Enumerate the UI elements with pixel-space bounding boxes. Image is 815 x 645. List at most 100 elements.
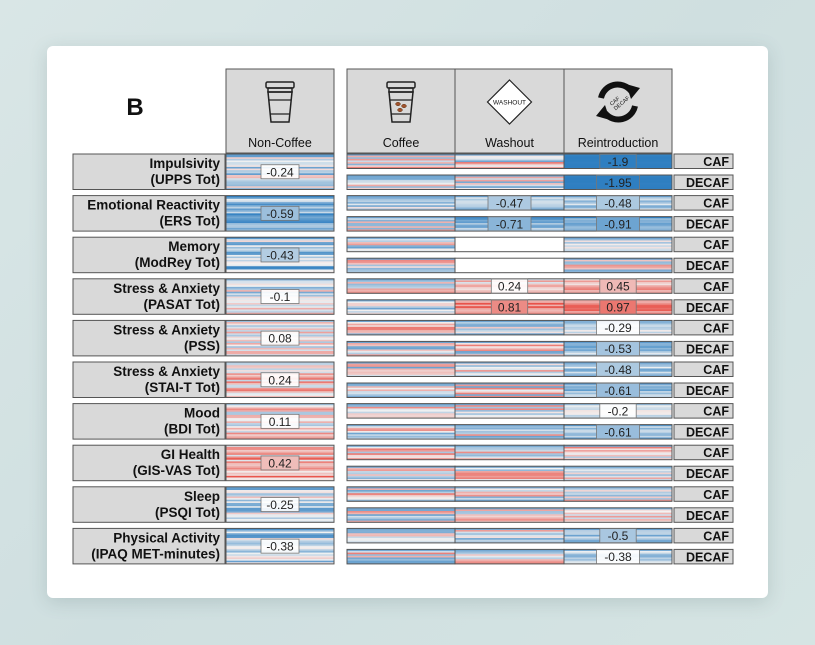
reintro-value: -0.61 <box>604 384 632 398</box>
stripe <box>347 261 455 264</box>
stripe <box>455 343 564 345</box>
stripe <box>226 226 334 229</box>
condition-label: DECAF <box>686 384 729 398</box>
measure-block: Mood(BDI Tot) 0.11 -0.2 CAF -0.61 DECAF <box>72 403 734 440</box>
stripe <box>226 395 334 398</box>
stripe <box>455 371 564 374</box>
reintro-value-box <box>596 216 640 232</box>
stripe <box>347 263 455 265</box>
washout-cell-decaf <box>454 382 565 398</box>
noncoffee-value: -0.38 <box>266 540 294 554</box>
noncoffee-cell: 0.42 <box>225 444 335 482</box>
coffee-cell-decaf <box>346 424 456 440</box>
stripe <box>564 519 672 521</box>
stripe <box>226 223 334 225</box>
stripe <box>564 242 672 244</box>
stripe <box>226 242 334 244</box>
column-header-coffee: Coffee <box>346 68 456 154</box>
noncoffee-value: 0.11 <box>269 415 292 429</box>
stripe <box>347 552 455 555</box>
stripe <box>455 507 564 510</box>
measure-label-instrument: (PASAT Tot) <box>144 297 220 312</box>
reintro-cell-decaf: -0.53 <box>563 340 673 357</box>
stripe <box>455 341 564 344</box>
washout-diamond-icon: WASHOUT <box>486 79 533 125</box>
stripe <box>226 386 334 389</box>
stripe <box>347 429 455 432</box>
reintro-cell-caf: -1.9 <box>563 153 673 169</box>
stripe <box>455 186 564 189</box>
stripe <box>347 534 455 537</box>
stripe <box>564 454 672 457</box>
coffee-cell-caf <box>346 527 456 544</box>
noncoffee-value: -0.24 <box>266 165 294 179</box>
reintro-cell-decaf: -0.91 <box>563 216 673 232</box>
condition-tag: CAF <box>673 153 734 169</box>
reintro-cell-caf <box>563 444 673 461</box>
stripe <box>564 474 672 477</box>
measure-label-name: Impulsivity <box>149 156 220 171</box>
reintro-cell-decaf <box>563 507 673 523</box>
measure-label-name: Emotional Reactivity <box>87 198 220 213</box>
reintro-cell-decaf <box>563 257 673 274</box>
stripe <box>347 451 455 454</box>
stripe <box>347 341 455 344</box>
stripe <box>226 229 334 232</box>
stripe <box>455 347 564 350</box>
stripe <box>455 157 564 160</box>
coffee-cell-decaf <box>346 216 456 232</box>
noncoffee-value: -0.59 <box>266 207 294 221</box>
stripe <box>347 320 455 323</box>
stripe <box>347 187 455 190</box>
stripe <box>455 370 564 372</box>
measure-block: Impulsivity(UPPS Tot) -0.24 -1.9 CAF -1.95 DE… <box>72 153 734 190</box>
stripe <box>455 416 564 419</box>
condition-label: DECAF <box>686 301 729 315</box>
stripe <box>455 363 564 366</box>
stripe <box>347 454 455 457</box>
coffee-cell-caf <box>346 319 456 336</box>
stripe <box>455 520 564 523</box>
stripe <box>347 200 455 203</box>
stripe <box>455 384 564 387</box>
stripe <box>455 176 564 179</box>
measure-label-name: Mood <box>184 406 220 421</box>
stripe <box>347 413 455 416</box>
stripe <box>564 475 672 478</box>
stripe <box>226 533 334 536</box>
stripe <box>226 437 334 440</box>
stripe <box>226 198 334 201</box>
stripe <box>347 299 455 302</box>
washout-value-box <box>487 195 532 211</box>
washout-cell-decaf <box>454 340 565 357</box>
stripe <box>455 349 564 352</box>
reintro-value: -0.48 <box>604 363 632 377</box>
stripe <box>347 176 455 179</box>
column-header-label: Coffee <box>383 136 420 150</box>
stripe <box>347 456 455 459</box>
noncoffee-value-box <box>260 538 300 554</box>
stripe <box>226 267 334 270</box>
stripe <box>564 486 672 489</box>
condition-label: CAF <box>703 155 729 169</box>
stripe <box>347 158 455 161</box>
reintro-value: -1.95 <box>604 176 632 190</box>
stripe <box>347 154 455 156</box>
stripe <box>347 264 455 267</box>
stripe <box>455 187 564 190</box>
stripe <box>347 283 455 286</box>
stripe <box>226 408 334 411</box>
stripe <box>455 354 564 357</box>
stripe <box>347 448 455 451</box>
stripe <box>455 530 564 532</box>
stripe <box>226 157 334 160</box>
stripe <box>564 245 672 248</box>
stripe <box>347 238 455 241</box>
stripe <box>347 290 455 292</box>
condition-label: DECAF <box>686 342 729 356</box>
reintro-value-box <box>596 174 640 190</box>
stripe <box>347 328 455 331</box>
stripe <box>455 490 564 492</box>
stripe <box>564 517 672 520</box>
stripe <box>347 285 455 288</box>
